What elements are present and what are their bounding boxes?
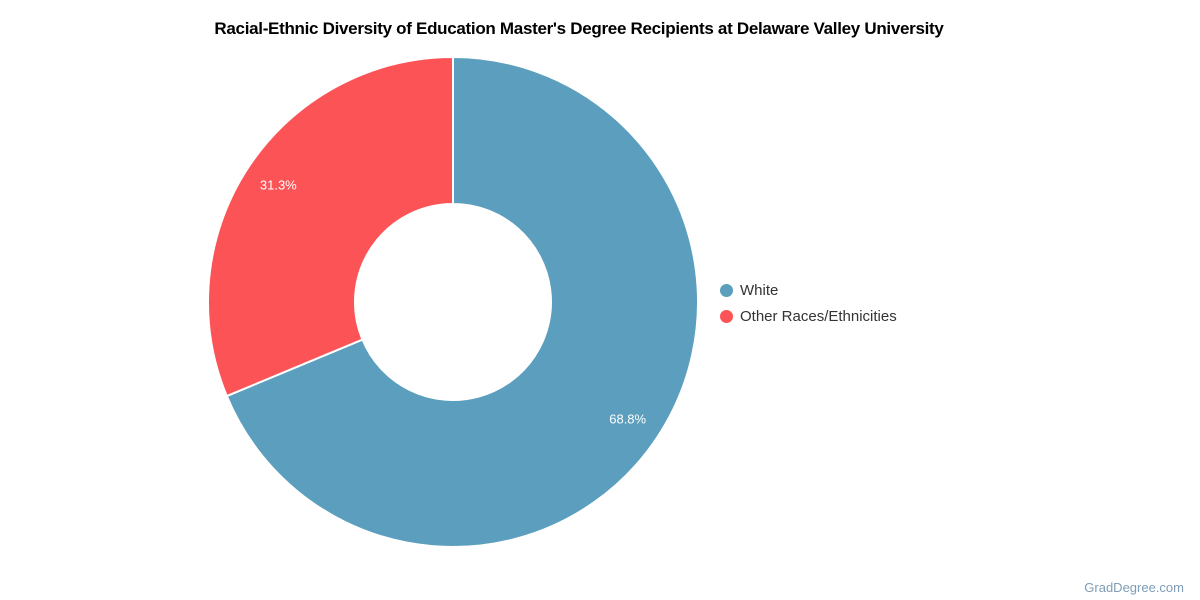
legend-item-other[interactable]: Other Races/Ethnicities [720,303,897,329]
slice-percent-label: 68.8% [609,411,647,427]
brand-link[interactable]: GradDegree.com [1084,580,1184,595]
legend-marker-other-icon [720,309,733,323]
legend: White Other Races/Ethnicities [720,277,897,329]
pie-slice-other-races-ethnicities[interactable] [207,56,454,398]
legend-item-white[interactable]: White [720,277,897,303]
chart-title: Racial-Ethnic Diversity of Education Mas… [214,19,944,38]
slice-percent-label: 31.3% [259,177,297,193]
legend-label-white: White [740,281,779,299]
legend-label-other: Other Races/Ethnicities [740,307,897,325]
pie-slice-white[interactable] [225,56,699,548]
legend-marker-white-icon [720,283,733,297]
